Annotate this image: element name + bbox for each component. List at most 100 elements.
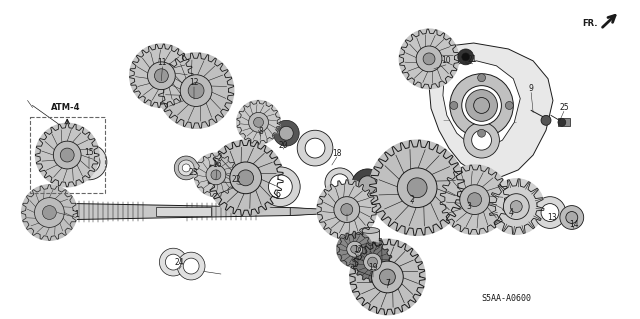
Text: 8: 8 [258, 127, 263, 136]
Circle shape [174, 156, 198, 180]
Text: 19: 19 [368, 263, 378, 271]
Circle shape [416, 46, 442, 72]
Circle shape [237, 100, 280, 144]
Text: 4: 4 [509, 208, 514, 217]
Circle shape [188, 83, 204, 99]
Circle shape [347, 241, 363, 257]
Text: 16: 16 [212, 160, 221, 169]
Text: 2: 2 [410, 195, 415, 204]
Circle shape [534, 197, 566, 228]
Circle shape [423, 53, 435, 65]
Text: 9: 9 [529, 84, 534, 93]
Bar [360, 230, 380, 252]
Circle shape [53, 141, 81, 169]
Bar [156, 207, 211, 217]
Circle shape [472, 130, 492, 150]
Circle shape [35, 123, 99, 187]
Circle shape [194, 153, 237, 197]
Polygon shape [237, 100, 280, 144]
Circle shape [372, 261, 403, 293]
Circle shape [541, 204, 559, 221]
Circle shape [488, 179, 544, 234]
Text: 22: 22 [232, 175, 241, 184]
Circle shape [206, 165, 226, 185]
Circle shape [474, 98, 490, 114]
Bar [29, 117, 105, 193]
Circle shape [560, 205, 584, 229]
Polygon shape [159, 53, 234, 128]
Text: 15: 15 [84, 148, 94, 157]
Bar [558, 118, 570, 126]
Circle shape [78, 151, 100, 173]
Circle shape [165, 254, 181, 270]
Polygon shape [130, 44, 193, 108]
Text: 11: 11 [157, 58, 167, 67]
Text: 20: 20 [278, 141, 288, 150]
Circle shape [349, 239, 425, 315]
Circle shape [248, 112, 268, 132]
Circle shape [237, 170, 253, 186]
Circle shape [510, 201, 522, 212]
Circle shape [397, 168, 437, 208]
Text: FR.: FR. [582, 19, 598, 28]
Circle shape [183, 258, 199, 274]
Circle shape [399, 29, 459, 89]
Circle shape [341, 204, 353, 216]
Circle shape [260, 167, 300, 207]
Polygon shape [349, 239, 425, 315]
Circle shape [154, 69, 168, 83]
Circle shape [337, 231, 372, 267]
Circle shape [42, 205, 56, 219]
Polygon shape [488, 179, 544, 234]
Circle shape [504, 194, 529, 219]
Circle shape [464, 122, 499, 158]
Circle shape [461, 53, 470, 61]
Polygon shape [399, 29, 459, 89]
Circle shape [317, 180, 376, 239]
Polygon shape [22, 185, 77, 240]
Text: 10: 10 [441, 56, 451, 65]
Circle shape [211, 170, 221, 180]
Text: ATM-4: ATM-4 [51, 103, 80, 112]
Circle shape [367, 257, 378, 267]
Polygon shape [353, 242, 392, 282]
Text: 6: 6 [276, 190, 281, 199]
Polygon shape [317, 180, 376, 239]
Text: 23: 23 [188, 168, 198, 177]
Polygon shape [369, 140, 465, 235]
Circle shape [352, 169, 383, 201]
Circle shape [468, 193, 481, 207]
Circle shape [35, 198, 64, 227]
Circle shape [331, 174, 349, 192]
Circle shape [369, 140, 465, 235]
Circle shape [334, 197, 360, 222]
Circle shape [407, 178, 427, 198]
Circle shape [460, 185, 490, 214]
Text: 7: 7 [385, 279, 390, 288]
Ellipse shape [360, 249, 380, 255]
Circle shape [358, 176, 376, 194]
Circle shape [541, 115, 551, 125]
Circle shape [351, 245, 358, 253]
Circle shape [477, 74, 486, 82]
Circle shape [477, 129, 486, 137]
Text: 13: 13 [547, 213, 557, 222]
Circle shape [458, 49, 474, 65]
Circle shape [325, 168, 355, 198]
Circle shape [353, 242, 392, 282]
Circle shape [279, 126, 293, 140]
Circle shape [380, 269, 396, 285]
Text: 17: 17 [353, 245, 362, 254]
Circle shape [305, 138, 325, 158]
Polygon shape [291, 208, 332, 216]
Circle shape [159, 53, 234, 128]
Circle shape [179, 161, 193, 175]
Circle shape [461, 85, 501, 125]
Circle shape [566, 211, 578, 223]
Circle shape [130, 44, 193, 108]
Circle shape [273, 120, 299, 146]
Text: 24: 24 [175, 258, 184, 267]
Circle shape [60, 148, 74, 162]
Circle shape [180, 75, 212, 107]
Circle shape [71, 144, 107, 180]
